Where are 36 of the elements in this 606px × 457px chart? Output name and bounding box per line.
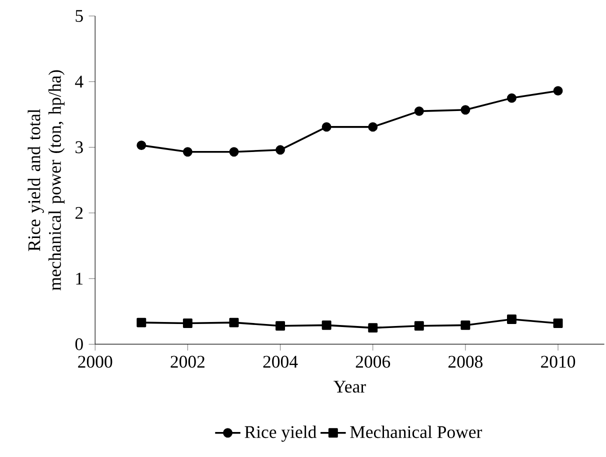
point (276, 321, 286, 331)
point (229, 147, 239, 157)
point (229, 318, 239, 328)
y-tick-label: 4 (75, 76, 84, 88)
point (368, 122, 378, 132)
point (553, 86, 563, 96)
y-axis-title: Rice yield and total mechanical power (ton, hp/ha) (28, 70, 65, 290)
point (136, 318, 146, 328)
x-tick-label: 2008 (448, 356, 483, 368)
point (460, 105, 470, 115)
point (507, 314, 516, 324)
x-axis-title: Year (334, 380, 366, 393)
legend-label: Rice yield (244, 426, 316, 442)
point (182, 147, 192, 157)
y-tick-label: 5 (76, 10, 83, 22)
point (276, 145, 286, 155)
y-tick-label: 2 (75, 207, 83, 219)
point (182, 318, 192, 328)
y-tick-label: 0 (75, 338, 83, 350)
legend-label: Mechanical Power (350, 426, 482, 438)
point (507, 93, 516, 103)
x-tick-label: 2010 (541, 356, 576, 368)
point (553, 318, 563, 328)
point (322, 320, 332, 330)
x-tick-label: 2002 (170, 356, 204, 368)
point (460, 320, 470, 330)
point (414, 106, 424, 116)
y-tick-label: 1 (76, 272, 83, 284)
x-tick-label: 2000 (78, 356, 112, 368)
point (136, 140, 146, 150)
y-tick-label: 3 (76, 141, 83, 154)
x-tick-label: 2006 (356, 356, 390, 368)
point (368, 323, 378, 333)
point (322, 122, 332, 132)
x-tick-label: 2004 (263, 356, 298, 368)
point (414, 321, 424, 331)
